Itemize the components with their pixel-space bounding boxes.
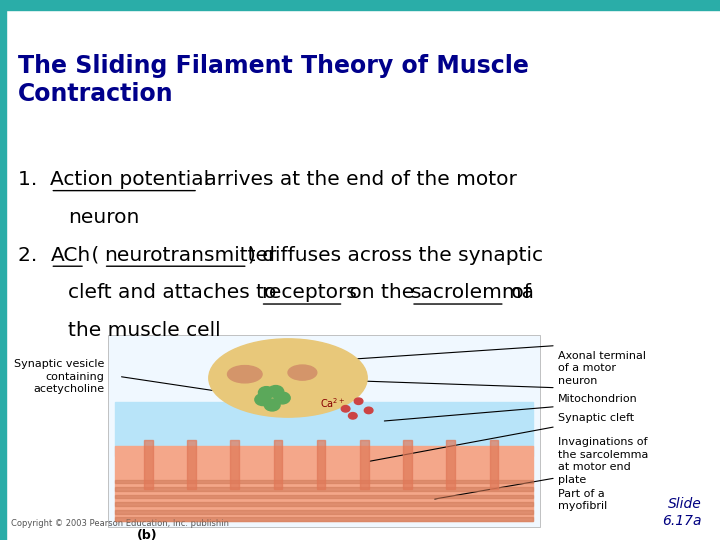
Text: Axonal terminal
of a motor
neuron: Axonal terminal of a motor neuron — [558, 351, 646, 386]
Text: Part of a
myofibril: Part of a myofibril — [558, 489, 607, 511]
Text: cleft and attaches to: cleft and attaches to — [68, 284, 283, 302]
Text: (b): (b) — [137, 529, 158, 540]
Circle shape — [258, 387, 274, 399]
Bar — [115, 446, 533, 521]
Text: receptors: receptors — [261, 284, 356, 302]
Bar — [115, 495, 533, 498]
Text: ) diffuses across the synaptic: ) diffuses across the synaptic — [248, 246, 543, 265]
Text: arrives at the end of the motor: arrives at the end of the motor — [198, 170, 517, 189]
Circle shape — [268, 386, 284, 397]
Text: on the: on the — [343, 284, 421, 302]
Text: Synaptic cleft: Synaptic cleft — [558, 413, 634, 423]
Bar — [187, 440, 196, 489]
Bar — [144, 440, 153, 489]
Bar — [115, 510, 533, 514]
Bar — [115, 402, 533, 456]
Circle shape — [364, 407, 373, 414]
Text: Invaginations of
the sarcolemma
at motor end
plate: Invaginations of the sarcolemma at motor… — [558, 437, 649, 484]
Bar — [0, 0, 6, 540]
Circle shape — [255, 394, 271, 406]
Text: Ca$^{2+}$: Ca$^{2+}$ — [320, 396, 346, 410]
Text: Synaptic vesicle
containing
acetycholine: Synaptic vesicle containing acetycholine — [14, 359, 104, 394]
Text: neuron: neuron — [68, 208, 140, 227]
Text: Slide
6.17a: Slide 6.17a — [662, 497, 702, 528]
Ellipse shape — [228, 366, 262, 383]
Text: 1.: 1. — [18, 170, 44, 189]
Bar — [115, 480, 533, 483]
Text: of: of — [505, 284, 531, 302]
Text: the muscle cell: the muscle cell — [68, 321, 221, 340]
Circle shape — [264, 399, 280, 411]
Bar — [403, 440, 412, 489]
Text: Mitochondrion: Mitochondrion — [558, 394, 638, 404]
Text: 2.: 2. — [18, 246, 44, 265]
Bar — [0, 0, 720, 10]
Bar — [230, 440, 239, 489]
Text: Action potential: Action potential — [50, 170, 210, 189]
Text: Copyright © 2003 Pearson Education, Inc. publishin: Copyright © 2003 Pearson Education, Inc.… — [11, 519, 229, 528]
Text: neurotransmitter: neurotransmitter — [104, 246, 276, 265]
Text: (: ( — [85, 246, 99, 265]
Bar — [108, 335, 540, 526]
Circle shape — [348, 413, 357, 419]
Bar — [446, 440, 455, 489]
Text: sacrolemma: sacrolemma — [411, 284, 535, 302]
Circle shape — [274, 392, 290, 404]
Bar — [274, 440, 282, 489]
Bar — [360, 440, 369, 489]
Ellipse shape — [288, 365, 317, 380]
Bar — [317, 440, 325, 489]
Circle shape — [354, 398, 363, 404]
Text: ACh: ACh — [50, 246, 91, 265]
Circle shape — [341, 406, 350, 412]
Bar — [115, 517, 533, 521]
Bar — [115, 487, 533, 491]
Ellipse shape — [209, 339, 367, 417]
Text: The Sliding Filament Theory of Muscle
Contraction: The Sliding Filament Theory of Muscle Co… — [18, 54, 529, 106]
Bar — [490, 440, 498, 489]
Bar — [115, 502, 533, 506]
